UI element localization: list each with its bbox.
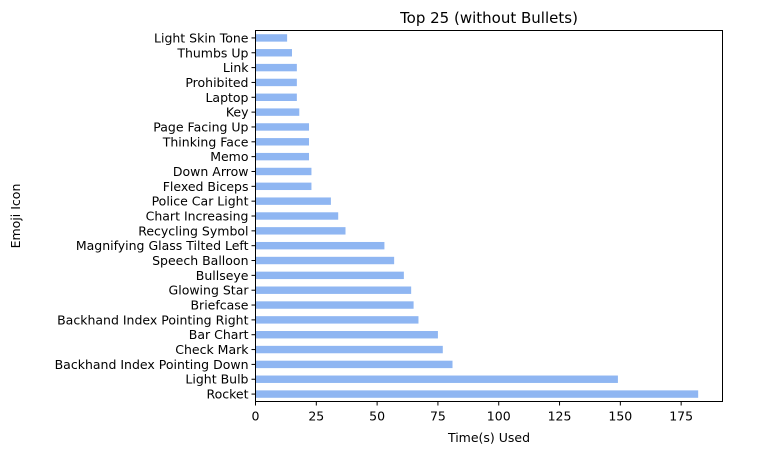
bars-group [255,34,699,398]
bar [255,34,288,42]
y-tick-label: Speech Balloon [152,253,248,268]
bar [255,331,438,339]
y-tick-label: Prohibited [185,75,248,90]
bar [255,49,292,57]
x-tick-label: 50 [369,409,385,424]
x-tick-label: 150 [608,409,632,424]
bar [255,197,331,205]
y-tick-label: Bullseye [196,268,249,283]
bar [255,227,346,235]
y-tick-label: Backhand Index Pointing Down [55,357,249,372]
y-tick-label: Recycling Symbol [138,223,248,238]
bar [255,108,300,116]
bar [255,375,618,383]
bar [255,345,443,354]
y-tick-label: Memo [210,149,248,164]
y-tick-label: Thinking Face [162,134,249,149]
y-tick-label: Glowing Star [169,283,250,298]
x-tick-label: 0 [252,409,260,424]
y-tick-label: Laptop [205,90,248,105]
chart-title: Top 25 (without Bullets) [399,9,578,27]
y-tick-label: Down Arrow [173,164,249,179]
y-tick-label: Page Facing Up [153,119,248,134]
x-ticks-group: 0 25 50 75 100 125 150 175 [252,401,693,424]
bar [255,212,339,220]
bar [255,271,404,280]
bar [255,123,310,131]
x-tick-label: 125 [548,409,572,424]
bar [255,360,453,369]
y-tick-label: Rocket [206,387,248,402]
y-tick-label: Light Skin Tone [154,30,249,45]
y-tick-label: Chart Increasing [146,209,249,224]
bar [255,390,699,398]
y-tick-label: Key [226,105,249,120]
y-tick-label: Flexed Biceps [163,179,249,194]
bar [255,167,312,176]
x-tick-label: 100 [487,409,511,424]
y-tick-label: Bar Chart [189,327,249,342]
x-tick-label: 175 [669,409,693,424]
bar [255,63,297,72]
bar [255,241,385,250]
bar [255,93,297,101]
y-tick-label: Backhand Index Pointing Right [57,312,248,327]
y-tick-label: Light Bulb [185,372,248,387]
plot-frame [255,30,723,402]
y-tick-label: Link [223,60,249,75]
bar [255,316,419,324]
bar [255,138,310,146]
y-tick-label: Briefcase [190,298,248,313]
x-tick-label: 75 [430,409,446,424]
bar [255,286,412,294]
bar [255,256,395,265]
bar [255,182,312,191]
bar [255,78,297,87]
x-tick-label: 25 [308,409,324,424]
bar [255,301,414,309]
bar [255,152,310,161]
y-tick-label: Check Mark [175,342,249,357]
x-axis-label: Time(s) Used [447,430,530,445]
y-axis-label: Emoji Icon [8,184,23,249]
y-tick-label: Magnifying Glass Tilted Left [76,238,249,253]
y-tick-label: Police Car Light [152,194,249,209]
y-tick-label: Thumbs Up [176,45,248,60]
